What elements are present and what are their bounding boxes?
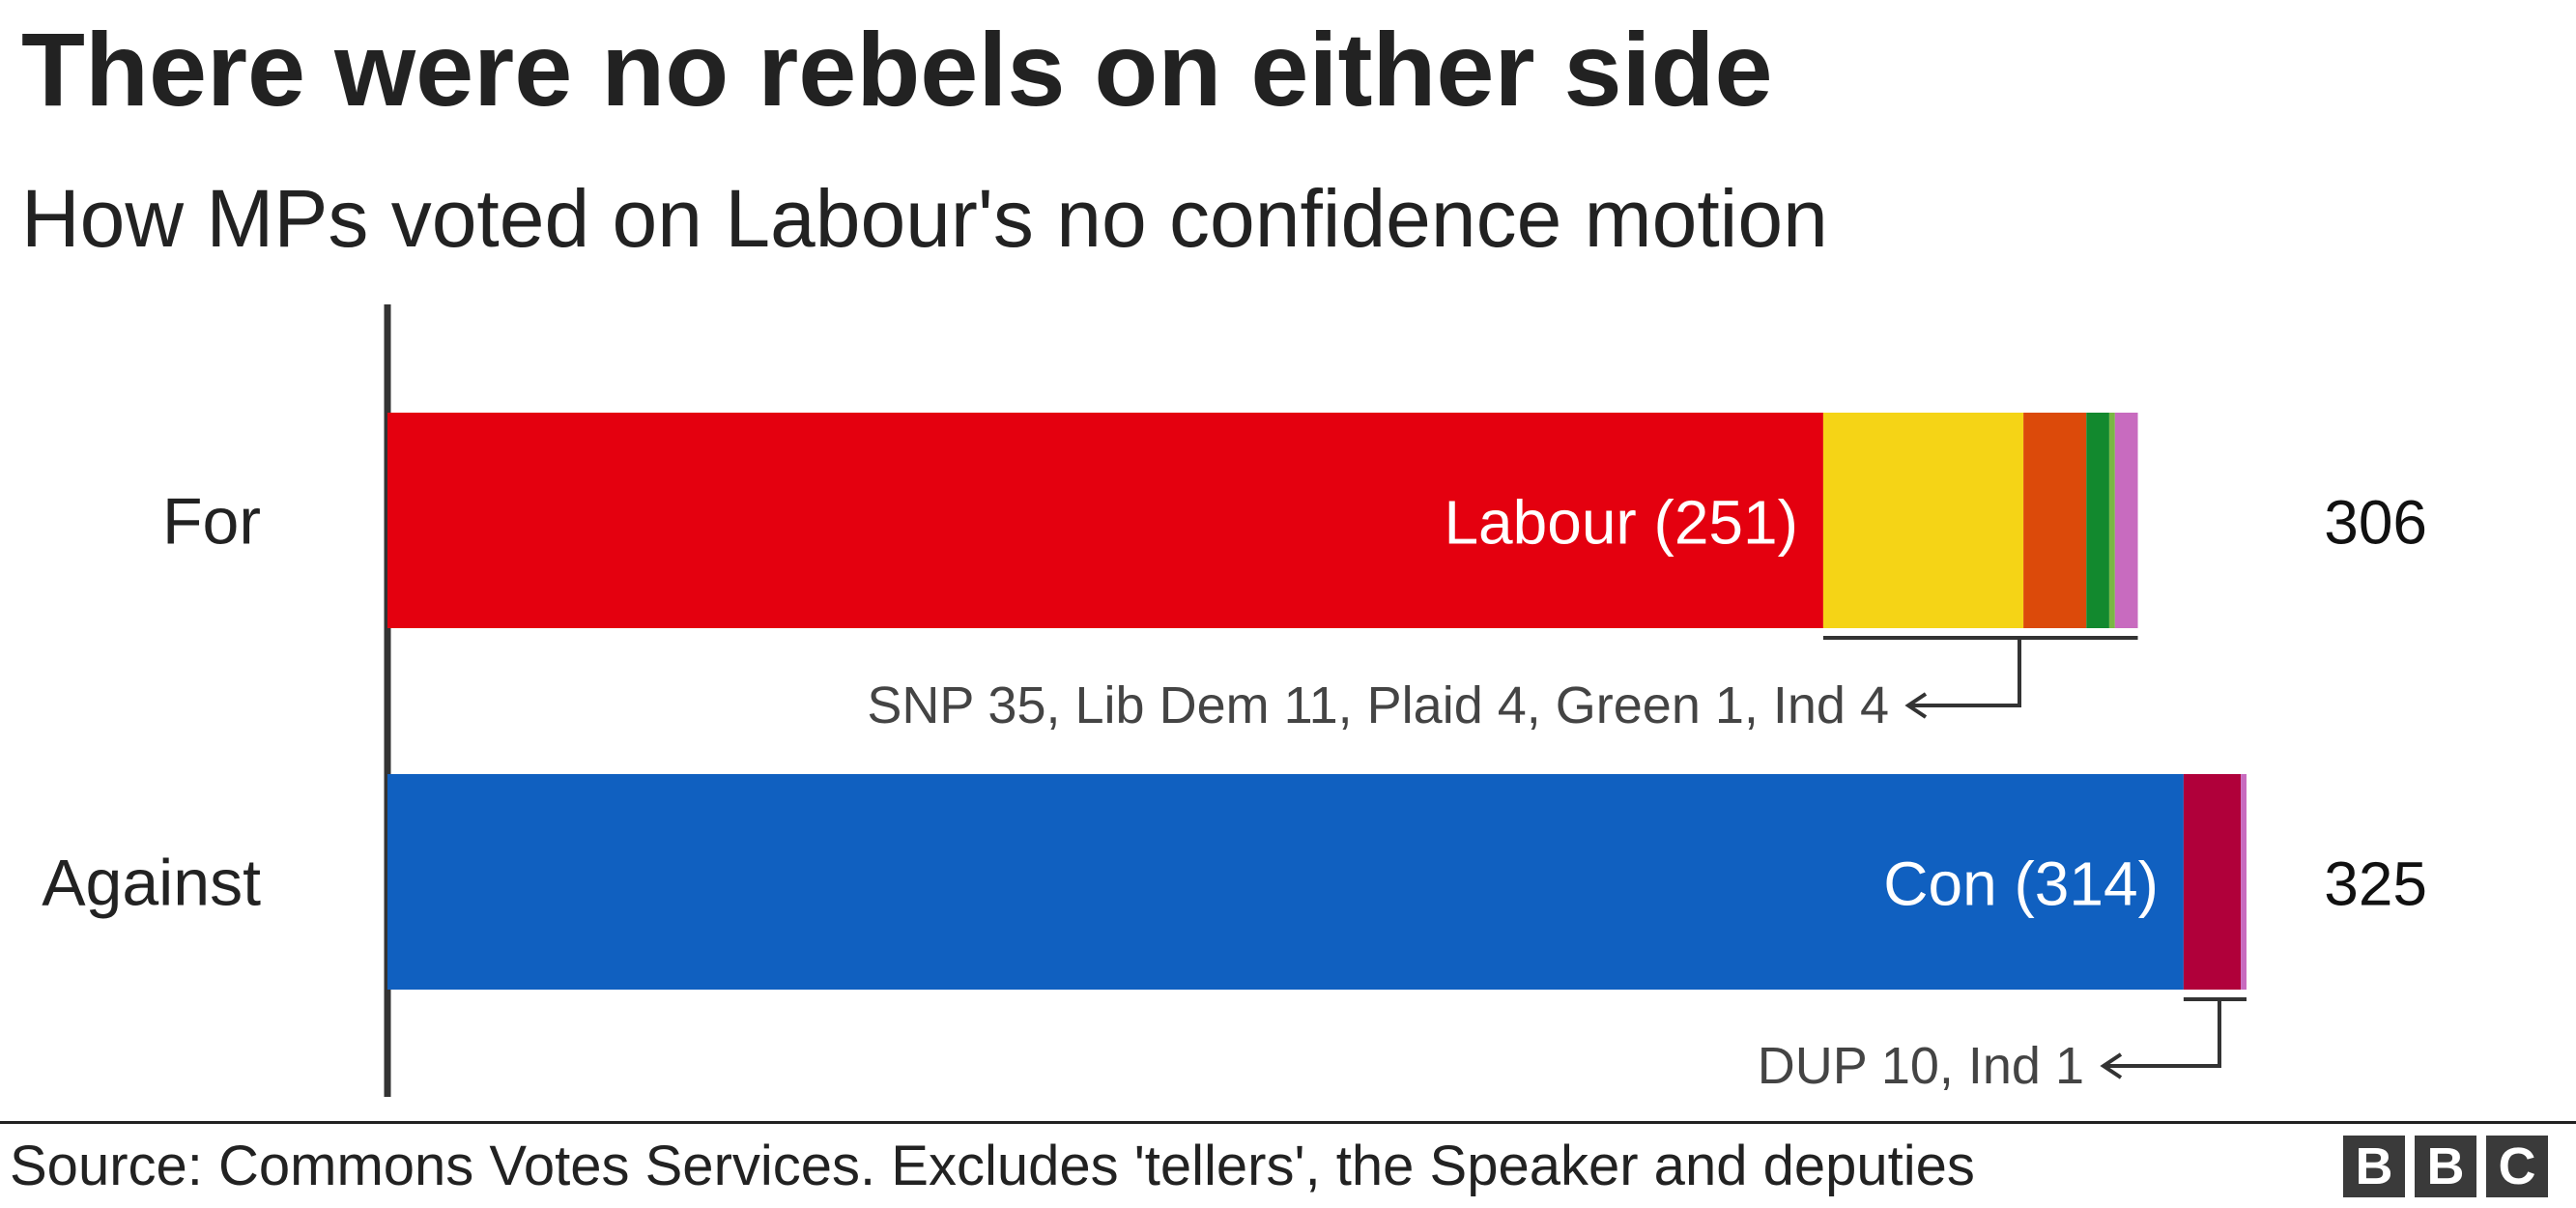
logo-letter-b2: B xyxy=(2415,1136,2476,1197)
logo-letter-c: C xyxy=(2486,1136,2548,1197)
total-label-for: 306 xyxy=(2324,488,2427,558)
annotation-arrowhead-against xyxy=(2100,1052,2123,1079)
source-note: Source: Commons Votes Services. Excludes… xyxy=(10,1135,1975,1197)
bar-chart: For Labour (251) 306 SNP 35, Lib Dem 11, Pl… xyxy=(42,304,2427,1097)
bar-segment-against-dup xyxy=(2183,774,2242,990)
bbc-logo: B B C xyxy=(2343,1136,2548,1197)
bar-segment-for-labour xyxy=(387,413,1823,628)
bar-segment-for-plaid xyxy=(2086,413,2109,628)
annotation-leader-for xyxy=(1908,638,2021,707)
annotation-arrowhead-for xyxy=(1904,692,1928,719)
bar-segment-against-ind xyxy=(2241,774,2247,990)
logo-letter-b1: B xyxy=(2343,1136,2405,1197)
bar-segment-for-snp xyxy=(1822,413,2024,628)
bar-segment-for-lib-dem xyxy=(2023,413,2087,628)
bar-segment-for-green xyxy=(2108,413,2115,628)
annotation-text-against: DUP 10, Ind 1 xyxy=(1758,1037,2084,1095)
chart-subtitle: How MPs voted on Labour's no confidence … xyxy=(21,173,1828,264)
chart-title: There were no rebels on either side xyxy=(21,11,1773,128)
category-label-against: Against xyxy=(42,847,261,920)
segment-label-against: Con (314) xyxy=(1883,849,2159,919)
annotation-leader-against xyxy=(2104,999,2221,1068)
total-label-against: 325 xyxy=(2324,849,2427,919)
bar-segment-against-con xyxy=(387,774,2184,990)
annotation-text-for: SNP 35, Lib Dem 11, Plaid 4, Green 1, In… xyxy=(867,676,1889,734)
category-label-for: For xyxy=(162,485,261,559)
segment-label-for: Labour (251) xyxy=(1444,488,1797,558)
bar-segment-for-ind xyxy=(2114,413,2138,628)
footer-divider xyxy=(0,1121,2576,1124)
